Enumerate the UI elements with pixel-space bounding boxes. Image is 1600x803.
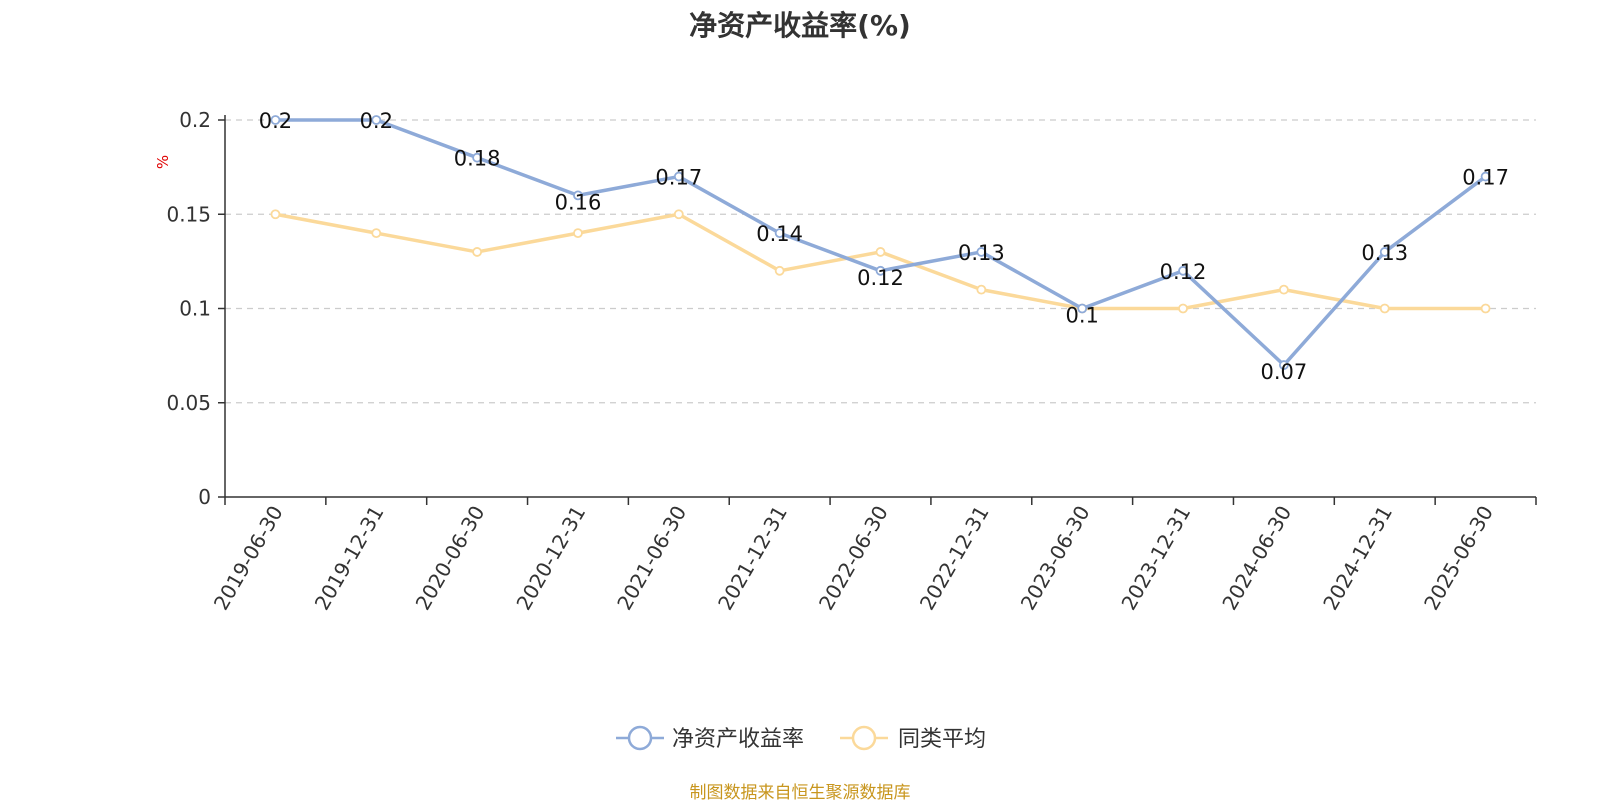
x-tick-label: 2024-06-30 bbox=[1217, 502, 1296, 615]
data-point bbox=[1278, 360, 1289, 370]
data-point bbox=[371, 228, 382, 239]
x-tick-label: 2019-06-30 bbox=[209, 502, 288, 615]
data-point bbox=[774, 265, 785, 276]
data-label: 0.18 bbox=[454, 147, 501, 171]
data-label: 0.17 bbox=[655, 166, 702, 190]
data-label: 0.12 bbox=[1160, 260, 1207, 284]
data-point bbox=[673, 209, 684, 220]
data-label: 0.2 bbox=[259, 109, 292, 133]
data-point bbox=[774, 228, 785, 239]
data-point bbox=[1480, 303, 1491, 314]
x-tick-label: 2022-06-30 bbox=[814, 502, 893, 615]
legend[interactable]: 净资产收益率 同类平均 bbox=[616, 725, 986, 752]
series-line bbox=[275, 212, 1486, 311]
data-point bbox=[573, 228, 583, 239]
legend-item[interactable]: 净资产收益率 bbox=[616, 725, 804, 752]
data-point bbox=[875, 247, 886, 257]
x-tick-label: 2019-12-31 bbox=[310, 502, 389, 615]
data-point bbox=[1379, 303, 1390, 314]
data-point bbox=[371, 115, 382, 125]
data-label: 0.1 bbox=[1065, 304, 1098, 328]
x-tick-label: 2025-06-30 bbox=[1419, 502, 1498, 615]
y-axis-label: % bbox=[154, 155, 172, 169]
y-tick-label: 0.2 bbox=[179, 108, 211, 132]
data-point bbox=[1278, 284, 1289, 295]
data-point bbox=[573, 190, 583, 201]
data-label: 0.07 bbox=[1261, 360, 1308, 384]
x-tick-label: 2023-12-31 bbox=[1116, 502, 1195, 615]
data-point bbox=[976, 247, 987, 257]
data-point bbox=[1178, 303, 1188, 314]
x-tick-label: 2021-12-31 bbox=[713, 502, 792, 615]
legend-marker-icon bbox=[851, 725, 877, 751]
data-label: 0.13 bbox=[958, 241, 1005, 265]
axes: 0 0.05 0.1 0.15 0.2% 2019-06-30 2019-12-31 2020… bbox=[154, 108, 1537, 615]
data-point bbox=[270, 115, 281, 125]
y-tick-label: 0.15 bbox=[166, 202, 211, 226]
data-point bbox=[1077, 303, 1088, 314]
series-lines bbox=[270, 115, 1491, 370]
data-point bbox=[472, 247, 483, 257]
x-tick-label: 2022-12-31 bbox=[915, 502, 994, 615]
data-label: 0.13 bbox=[1361, 241, 1408, 265]
data-label: 0.12 bbox=[857, 266, 904, 290]
data-point bbox=[875, 265, 886, 276]
data-label: 0.16 bbox=[555, 190, 602, 214]
data-point bbox=[1178, 265, 1188, 276]
data-point bbox=[976, 284, 987, 295]
data-point bbox=[472, 152, 483, 163]
x-tick-label: 2024-12-31 bbox=[1318, 502, 1397, 615]
y-tick-label: 0.1 bbox=[179, 297, 211, 321]
source-note: 制图数据来自恒生聚源数据库 bbox=[689, 783, 911, 803]
x-tick-label: 2020-12-31 bbox=[511, 502, 590, 615]
y-tick-label: 0.05 bbox=[166, 391, 211, 415]
data-label: 0.17 bbox=[1462, 166, 1509, 190]
data-label: 0.2 bbox=[360, 109, 393, 133]
grid-lines bbox=[225, 119, 1536, 404]
data-label: 0.14 bbox=[756, 222, 803, 246]
y-tick-label: 0 bbox=[198, 485, 211, 509]
legend-marker-icon bbox=[627, 725, 653, 751]
data-point bbox=[673, 171, 684, 182]
data-point bbox=[270, 209, 281, 220]
legend-label: 同类平均 bbox=[898, 727, 986, 752]
chart-title: 净资产收益率(%) bbox=[689, 9, 911, 42]
x-tick-label: 2021-06-30 bbox=[612, 502, 691, 615]
x-tick-label: 2020-06-30 bbox=[411, 501, 490, 614]
data-point bbox=[1379, 247, 1390, 257]
data-labels: 0.2 0.2 0.18 0.16 0.17 0.14 0.12 0.13 0.1 0.12 0.0… bbox=[259, 109, 1509, 384]
legend-label: 净资产收益率 bbox=[672, 727, 804, 752]
legend-item[interactable]: 同类平均 bbox=[840, 725, 986, 752]
data-point bbox=[1480, 171, 1491, 182]
x-tick-label: 2023-06-30 bbox=[1016, 502, 1095, 615]
